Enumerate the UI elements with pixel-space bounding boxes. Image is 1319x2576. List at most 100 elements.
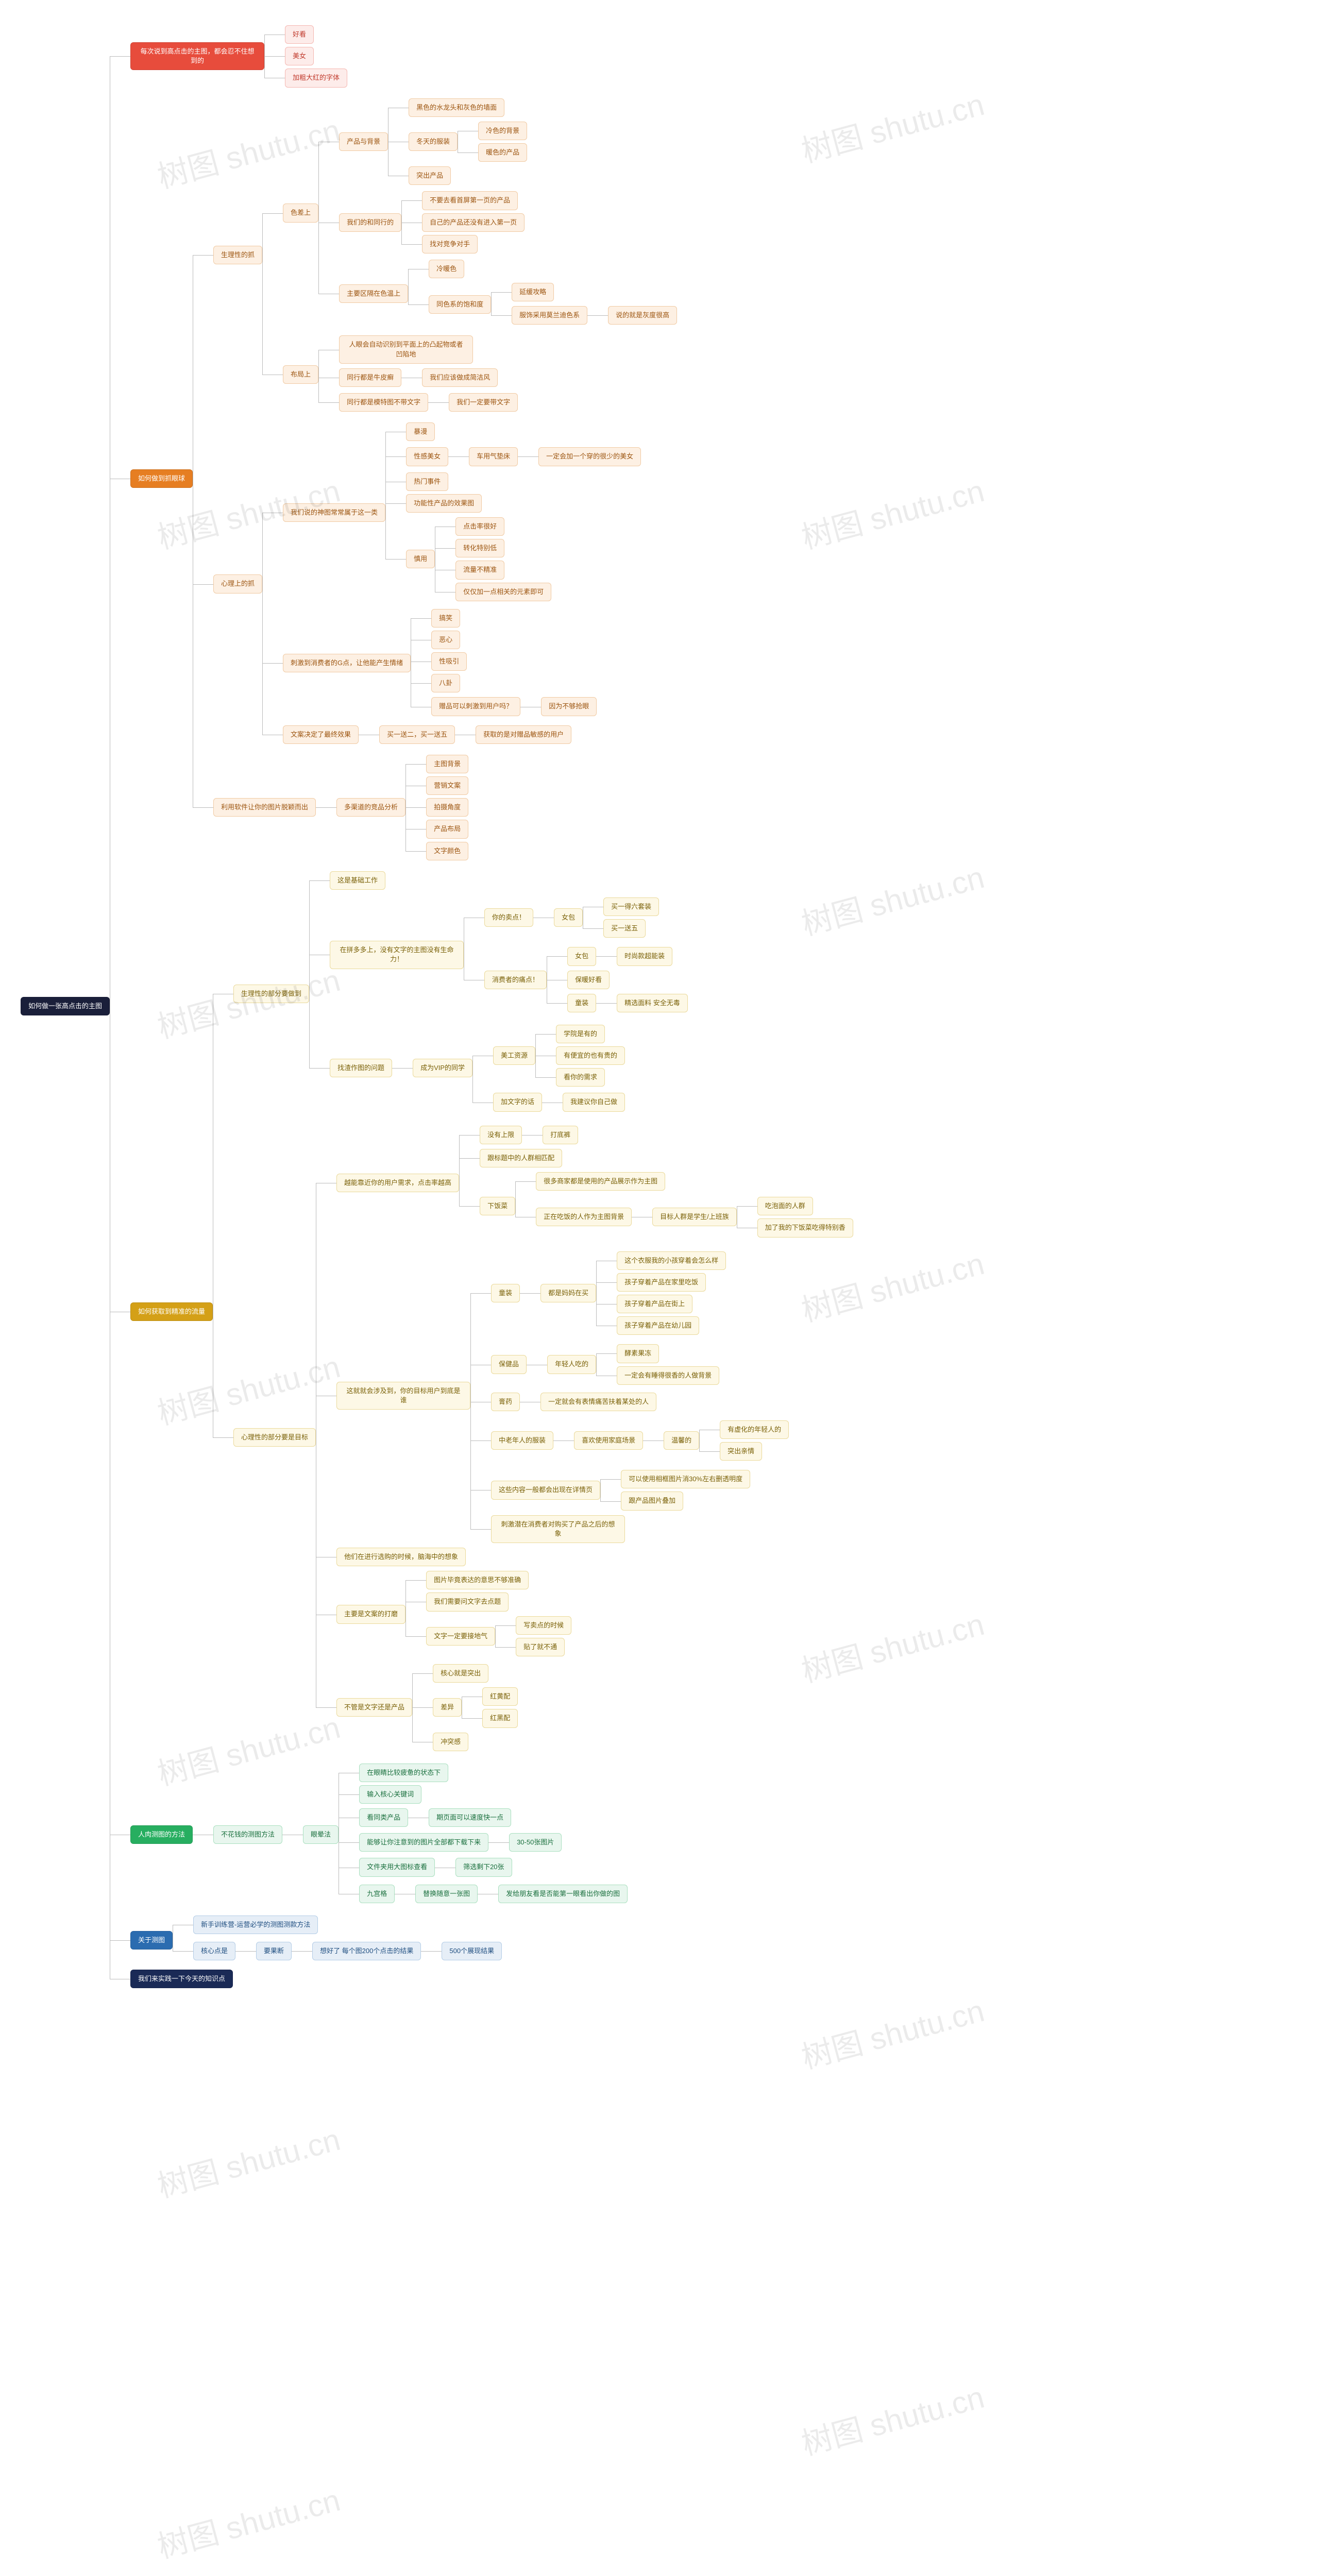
node: 不花钱的测图方法 [213,1825,282,1844]
leaf: 刺激潜在消费者对购买了产品之后的想象 [491,1515,625,1543]
leaf: 吃泡面的人群 [757,1197,813,1215]
node: 想好了 每个图200个点击的结果 [312,1942,421,1960]
root-node: 如何做一张高点击的主图 [21,997,110,1015]
node: 买一送二，买一送五 [379,725,455,744]
leaf: 延缓攻略 [512,283,554,301]
leaf: 黑色的水龙头和灰色的墙面 [409,98,504,117]
b2-n2: 心理上的抓 [213,574,262,593]
node: 看同类产品 [359,1808,408,1827]
node: 差异 [433,1698,462,1717]
leaf: 写卖点的时候 [516,1616,571,1635]
node: 保健品 [491,1355,527,1374]
leaf: 我们一定要带文字 [449,393,518,412]
node: 眼晕法 [303,1825,339,1844]
node: 心理性的部分要是目标 [233,1428,316,1447]
node: 赠品可以刺激到用户吗？ [431,697,520,716]
leaf: 点击率很好 [455,517,504,536]
node: 女包 [567,947,596,965]
b1-item: 好看 [285,25,314,44]
node: 这就就会涉及到，你的目标用户到底是谁 [336,1382,470,1410]
node: 生理性的部分要做到 [233,985,309,1003]
leaf: 很多商家都是使用的产品展示作为主图 [536,1172,665,1191]
mindmap-tree: 如何做一张高点击的主图 每次说到高点击的主图，都会忍不住想到的 好看 美女 加粗… [21,21,1298,1991]
leaf: 保暖好看 [567,971,610,989]
node: 喜欢使用家庭场景 [574,1431,643,1450]
leaf: 可以使用相框图片消30%左右删透明度 [621,1470,750,1488]
leaf: 新手训练营-运营必学的测图测款方法 [193,1916,318,1934]
node: 温馨的 [664,1431,699,1450]
leaf: 筛选剩下20张 [455,1858,512,1876]
leaf: 买一得六套装 [603,897,659,916]
leaf: 孩子穿着产品在家里吃饭 [617,1273,706,1292]
leaf: 一定会有睡得很香的人做背景 [617,1366,719,1385]
node: 我们的和同行的 [339,213,401,232]
leaf: 人眼会自动识别到平面上的凸起物或者凹陷地 [339,335,473,363]
leaf: 冲突感 [433,1733,468,1751]
leaf: 有便宜的也有贵的 [556,1046,625,1065]
node: 下饭菜 [480,1197,515,1215]
node: 能够让你注意到的图片全部都下载下来 [359,1833,488,1852]
leaf: 加了我的下饭菜吃得特别香 [757,1218,853,1237]
leaf: 有虚化的年轻人的 [720,1420,789,1439]
leaf: 他们在进行选购的时候，脑海中的想象 [336,1548,466,1566]
node: 女包 [554,908,583,927]
leaf: 营销文案 [426,776,468,795]
node: 这些内容一般都会出现在详情页 [491,1481,600,1499]
node: 产品与背景 [339,132,388,151]
leaf: 在眼睛比较疲惫的状态下 [359,1764,448,1782]
watermark: 树图 shutu.cn [152,2475,345,2567]
leaf: 期页面可以速度快一点 [429,1808,511,1827]
b5-title: 关于测图 [130,1931,173,1950]
leaf: 流量不精准 [455,561,504,579]
leaf: 热门事件 [406,472,448,491]
leaf: 我们应该做成简洁风 [422,368,498,387]
leaf: 一定会加一个穿的很少的美女 [538,447,641,466]
leaf: 发给朋友看是否能第一眼看出你做的图 [498,1885,628,1903]
b3-title: 如何获取到精准的流量 [130,1302,213,1321]
leaf: 贴了就不通 [516,1638,565,1656]
node: 多渠道的竞品分析 [336,798,405,817]
node: 车用气垫床 [469,447,518,466]
leaf: 八卦 [431,674,460,692]
leaf: 精选面料 安全无毒 [617,994,688,1012]
node: 童装 [567,994,596,1012]
leaf: 冬天的服装 [409,132,458,151]
leaf: 时尚款超能装 [617,947,672,965]
leaf: 说的就是灰度很高 [608,306,677,325]
leaf: 跟产品图片叠加 [621,1492,683,1510]
watermark: 树图 shutu.cn [796,2372,989,2464]
leaf: 找对竞争对手 [422,235,478,253]
node: 文字一定要接地气 [426,1627,495,1646]
watermark: 树图 shutu.cn [796,1986,989,2077]
watermark: 树图 shutu.cn [152,2114,345,2206]
leaf: 产品布局 [426,820,468,838]
leaf: 仅仅加一点相关的元素即可 [455,583,551,601]
node: 文件夹用大图标查看 [359,1858,435,1876]
b4-title: 人肉测图的方法 [130,1825,193,1844]
leaf: 因为不够抢眼 [541,697,597,716]
leaf: 一定就会有表情痛苦扶着某处的人 [540,1393,656,1411]
node: 色差上 [283,204,318,222]
leaf: 性吸引 [431,652,467,671]
leaf: 这个衣服我的小孩穿着会怎么样 [617,1251,726,1270]
leaf: 打底裤 [543,1126,578,1144]
node: 童装 [491,1284,520,1302]
b2-n3: 利用软件让你的图片脱颖而出 [213,798,316,817]
node: 同色系的饱和度 [429,295,491,314]
node: 刺激到消费者的G点，让他能产生情绪 [283,654,411,672]
node: 要果断 [256,1942,292,1960]
leaf: 核心就是突出 [433,1664,488,1683]
node: 成为VIP的同学 [413,1059,472,1077]
b1-item: 美女 [285,47,314,65]
node: 找渣作图的问题 [330,1059,392,1077]
leaf: 冷色的背景 [478,122,527,140]
leaf: 突出亲情 [720,1442,762,1461]
node: 年轻人吃的 [547,1355,596,1374]
leaf: 功能性产品的效果图 [406,494,482,513]
leaf: 孩子穿着产品在街上 [617,1295,692,1313]
b1-item: 加粗大红的字体 [285,69,347,87]
leaf: 学院是有的 [556,1025,605,1043]
node: 布局上 [283,365,318,384]
node: 主要是文案的打磨 [336,1605,405,1623]
leaf: 图片毕竟表达的意思不够准确 [426,1571,529,1589]
